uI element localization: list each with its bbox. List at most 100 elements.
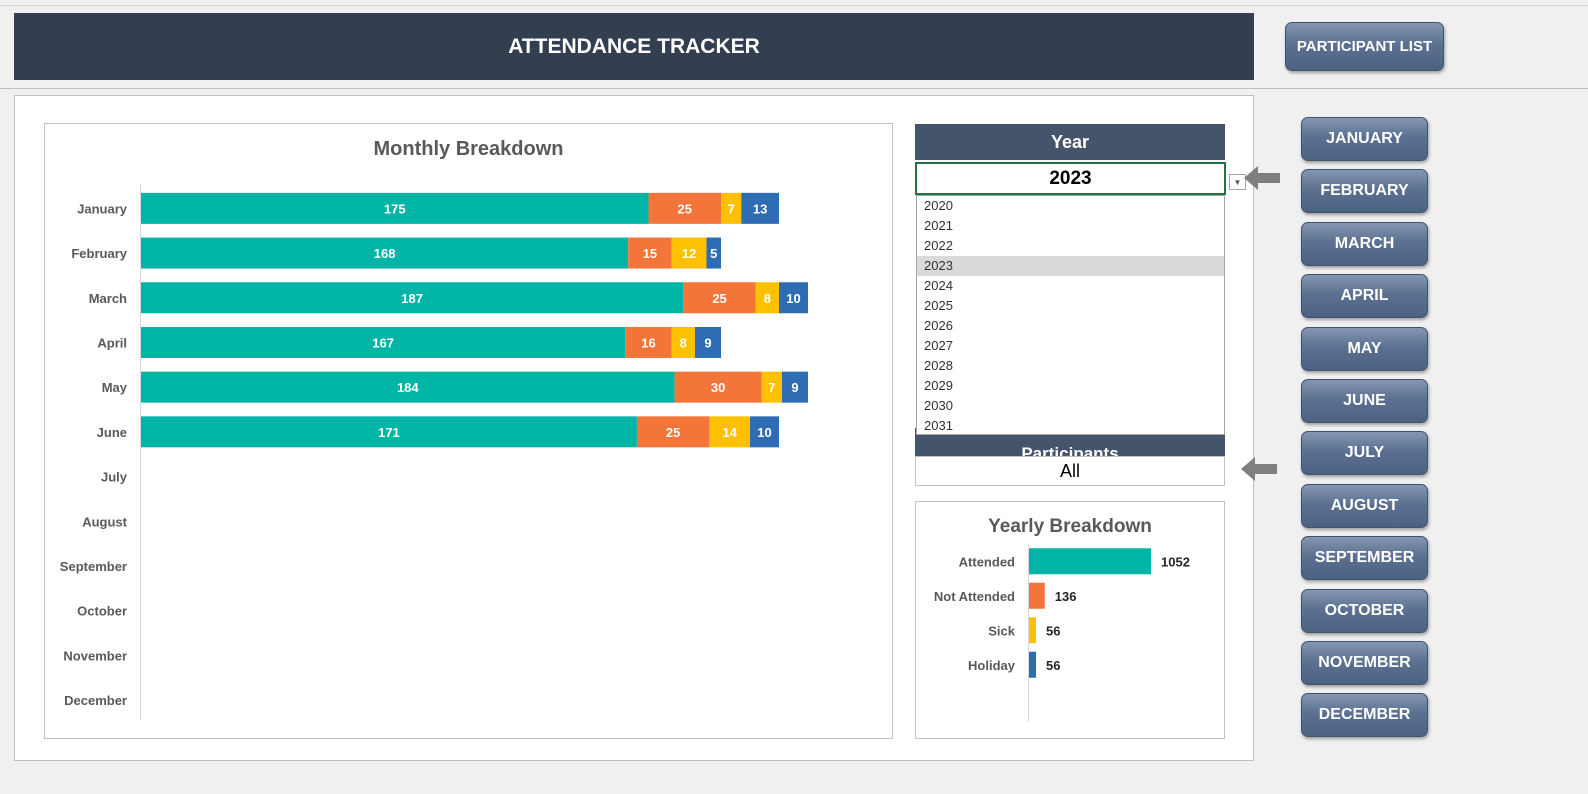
year-option[interactable]: 2023 (917, 256, 1224, 276)
yearly-value-label: 136 (1055, 589, 1077, 604)
year-select[interactable]: 2023 (915, 162, 1226, 195)
year-label: Year (915, 124, 1225, 160)
participant-list-button[interactable]: PARTICIPANT LIST (1285, 22, 1444, 71)
year-option[interactable]: 2024 (924, 278, 953, 293)
yearly-bar-sick (1029, 617, 1036, 644)
bar-sick (721, 192, 742, 224)
bar-sick (755, 282, 779, 314)
monthly-category-label: September (60, 559, 127, 574)
bar-holiday (781, 371, 808, 403)
bar-not-attended (636, 416, 710, 448)
yearly-chart-svg: Attended 1052 Not Attended 136 Sick 56 Holiday… (934, 544, 1190, 722)
bar-value-label: 187 (401, 291, 423, 306)
monthly-category-label: August (82, 514, 127, 529)
monthly-category-label: March (89, 291, 127, 306)
year-option[interactable]: 2027 (924, 338, 953, 353)
bar-holiday (741, 192, 779, 224)
dropdown-arrow-icon[interactable]: ▼ (1229, 174, 1246, 190)
year-option[interactable]: 2031 (924, 418, 953, 433)
monthly-category-label: February (71, 246, 127, 261)
bar-holiday (694, 326, 721, 358)
yearly-chart-title: Yearly Breakdown (988, 516, 1152, 537)
yearly-breakdown-chart: Yearly Breakdown Attended 1052 Not Attende… (915, 501, 1225, 739)
bar-value-label: 9 (791, 380, 798, 395)
bar-value-label: 30 (711, 380, 725, 395)
page-title: ATTENDANCE TRACKER (14, 13, 1254, 80)
month-button-april[interactable]: APRIL (1301, 274, 1428, 319)
bar-attended (141, 192, 649, 224)
month-button-july[interactable]: JULY (1301, 431, 1428, 476)
bar-value-label: 7 (768, 380, 775, 395)
bar-sick (671, 326, 695, 358)
yearly-bar-holiday (1029, 651, 1036, 678)
year-option[interactable]: 2029 (924, 378, 953, 393)
bar-value-label: 14 (722, 425, 737, 440)
bar-attended (141, 237, 629, 269)
participants-pointer-arrow-icon (1241, 457, 1277, 481)
bar-value-label: 16 (641, 335, 655, 350)
bar-not-attended (648, 192, 721, 224)
bar-not-attended (674, 371, 762, 403)
bar-attended (141, 282, 684, 314)
month-button-august[interactable]: AUGUST (1301, 483, 1428, 528)
monthly-breakdown-chart: Monthly Breakdown January 175 25 7 13 Februar… (44, 123, 893, 739)
bar-value-label: 5 (710, 246, 717, 261)
month-button-october[interactable]: OCTOBER (1301, 588, 1428, 633)
year-option[interactable]: 2026 (924, 318, 953, 333)
month-button-september[interactable]: SEPTEMBER (1301, 536, 1428, 581)
month-button-march[interactable]: MARCH (1301, 221, 1428, 266)
participants-label-text: Participants (1021, 444, 1119, 456)
bar-holiday (779, 282, 808, 314)
bar-value-label: 25 (678, 201, 692, 216)
month-button-june[interactable]: JUNE (1301, 379, 1428, 423)
bar-sick (671, 237, 707, 269)
bar-value-label: 10 (757, 425, 771, 440)
bar-value-label: 8 (680, 335, 687, 350)
monthly-category-label: January (77, 201, 128, 216)
bar-attended (141, 416, 637, 448)
yearly-category-label: Not Attended (934, 589, 1015, 604)
month-button-december[interactable]: DECEMBER (1301, 693, 1428, 738)
monthly-category-label: May (102, 380, 128, 395)
month-button-may[interactable]: MAY (1301, 326, 1428, 371)
year-pointer-arrow-icon (1244, 166, 1280, 190)
bar-value-label: 25 (712, 291, 726, 306)
bar-sick (709, 416, 750, 448)
bar-value-label: 9 (704, 335, 711, 350)
bar-sick (761, 371, 782, 403)
monthly-chart-title: Monthly Breakdown (373, 138, 564, 160)
yearly-value-label: 56 (1046, 623, 1060, 638)
bar-holiday (750, 416, 779, 448)
bar-value-label: 171 (378, 425, 400, 440)
yearly-category-label: Sick (988, 623, 1016, 638)
participants-select[interactable]: All (915, 456, 1225, 486)
bar-value-label: 167 (372, 335, 394, 350)
year-option[interactable]: 2025 (924, 298, 953, 313)
monthly-category-label: October (77, 604, 127, 619)
year-option[interactable]: 2020 (924, 198, 953, 213)
bar-value-label: 8 (764, 291, 771, 306)
month-button-january[interactable]: JANUARY (1301, 117, 1428, 161)
year-option[interactable]: 2030 (924, 398, 953, 413)
bar-value-label: 13 (753, 201, 767, 216)
bar-value-label: 168 (374, 246, 396, 261)
month-button-february[interactable]: FEBRUARY (1301, 169, 1428, 214)
header-divider (0, 88, 1588, 89)
year-option[interactable]: 2021 (924, 218, 953, 233)
bar-value-label: 184 (397, 380, 419, 395)
year-option[interactable]: 2028 (924, 358, 953, 373)
monthly-category-label: November (63, 648, 127, 663)
month-button-november[interactable]: NOVEMBER (1301, 641, 1428, 685)
year-option[interactable]: 2022 (924, 238, 953, 253)
yearly-category-label: Holiday (968, 658, 1016, 673)
yearly-value-label: 1052 (1161, 554, 1190, 569)
top-divider (0, 5, 1588, 6)
bar-value-label: 175 (384, 201, 406, 216)
bar-value-label: 7 (728, 201, 735, 216)
bar-not-attended (625, 326, 672, 358)
yearly-bar-not-attended (1029, 582, 1045, 609)
monthly-category-label: June (97, 425, 127, 440)
monthly-category-label: July (101, 470, 128, 485)
bar-value-label: 10 (786, 291, 800, 306)
